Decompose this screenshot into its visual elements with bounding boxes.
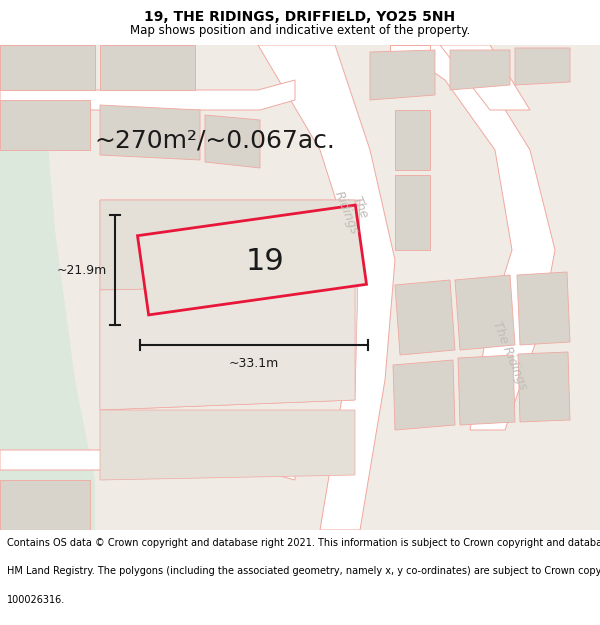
Polygon shape [370,50,435,100]
Polygon shape [515,48,570,85]
Polygon shape [395,110,430,170]
Text: Map shows position and indicative extent of the property.: Map shows position and indicative extent… [130,24,470,37]
Text: 19, THE RIDINGS, DRIFFIELD, YO25 5NH: 19, THE RIDINGS, DRIFFIELD, YO25 5NH [145,10,455,24]
Polygon shape [518,352,570,422]
Text: ~21.9m: ~21.9m [57,264,107,276]
Polygon shape [100,200,360,410]
Polygon shape [0,450,295,480]
Polygon shape [0,45,600,530]
Polygon shape [137,205,367,315]
Polygon shape [100,105,200,160]
Polygon shape [205,115,260,168]
Polygon shape [393,360,455,430]
Polygon shape [440,45,530,110]
Polygon shape [258,45,395,530]
Text: ~270m²/~0.067ac.: ~270m²/~0.067ac. [95,128,335,152]
Polygon shape [0,45,95,90]
Polygon shape [455,275,515,350]
Polygon shape [100,285,355,410]
Polygon shape [450,50,510,90]
Text: 19: 19 [245,248,284,276]
Text: HM Land Registry. The polygons (including the associated geometry, namely x, y c: HM Land Registry. The polygons (includin… [7,566,600,576]
Polygon shape [0,45,95,530]
Text: Contains OS data © Crown copyright and database right 2021. This information is : Contains OS data © Crown copyright and d… [7,538,600,548]
Polygon shape [390,45,430,80]
Polygon shape [0,480,90,530]
Text: 100026316.: 100026316. [7,594,65,604]
Polygon shape [0,80,295,110]
Text: ~33.1m: ~33.1m [229,357,279,370]
Polygon shape [517,272,570,345]
Polygon shape [100,45,195,90]
Polygon shape [100,410,355,480]
Polygon shape [0,100,90,150]
Text: The
Ridings: The Ridings [331,184,374,236]
Polygon shape [395,280,455,355]
Polygon shape [395,175,430,250]
Text: The Ridings: The Ridings [490,319,530,391]
Polygon shape [100,200,355,290]
Polygon shape [395,45,555,430]
Polygon shape [458,355,515,425]
